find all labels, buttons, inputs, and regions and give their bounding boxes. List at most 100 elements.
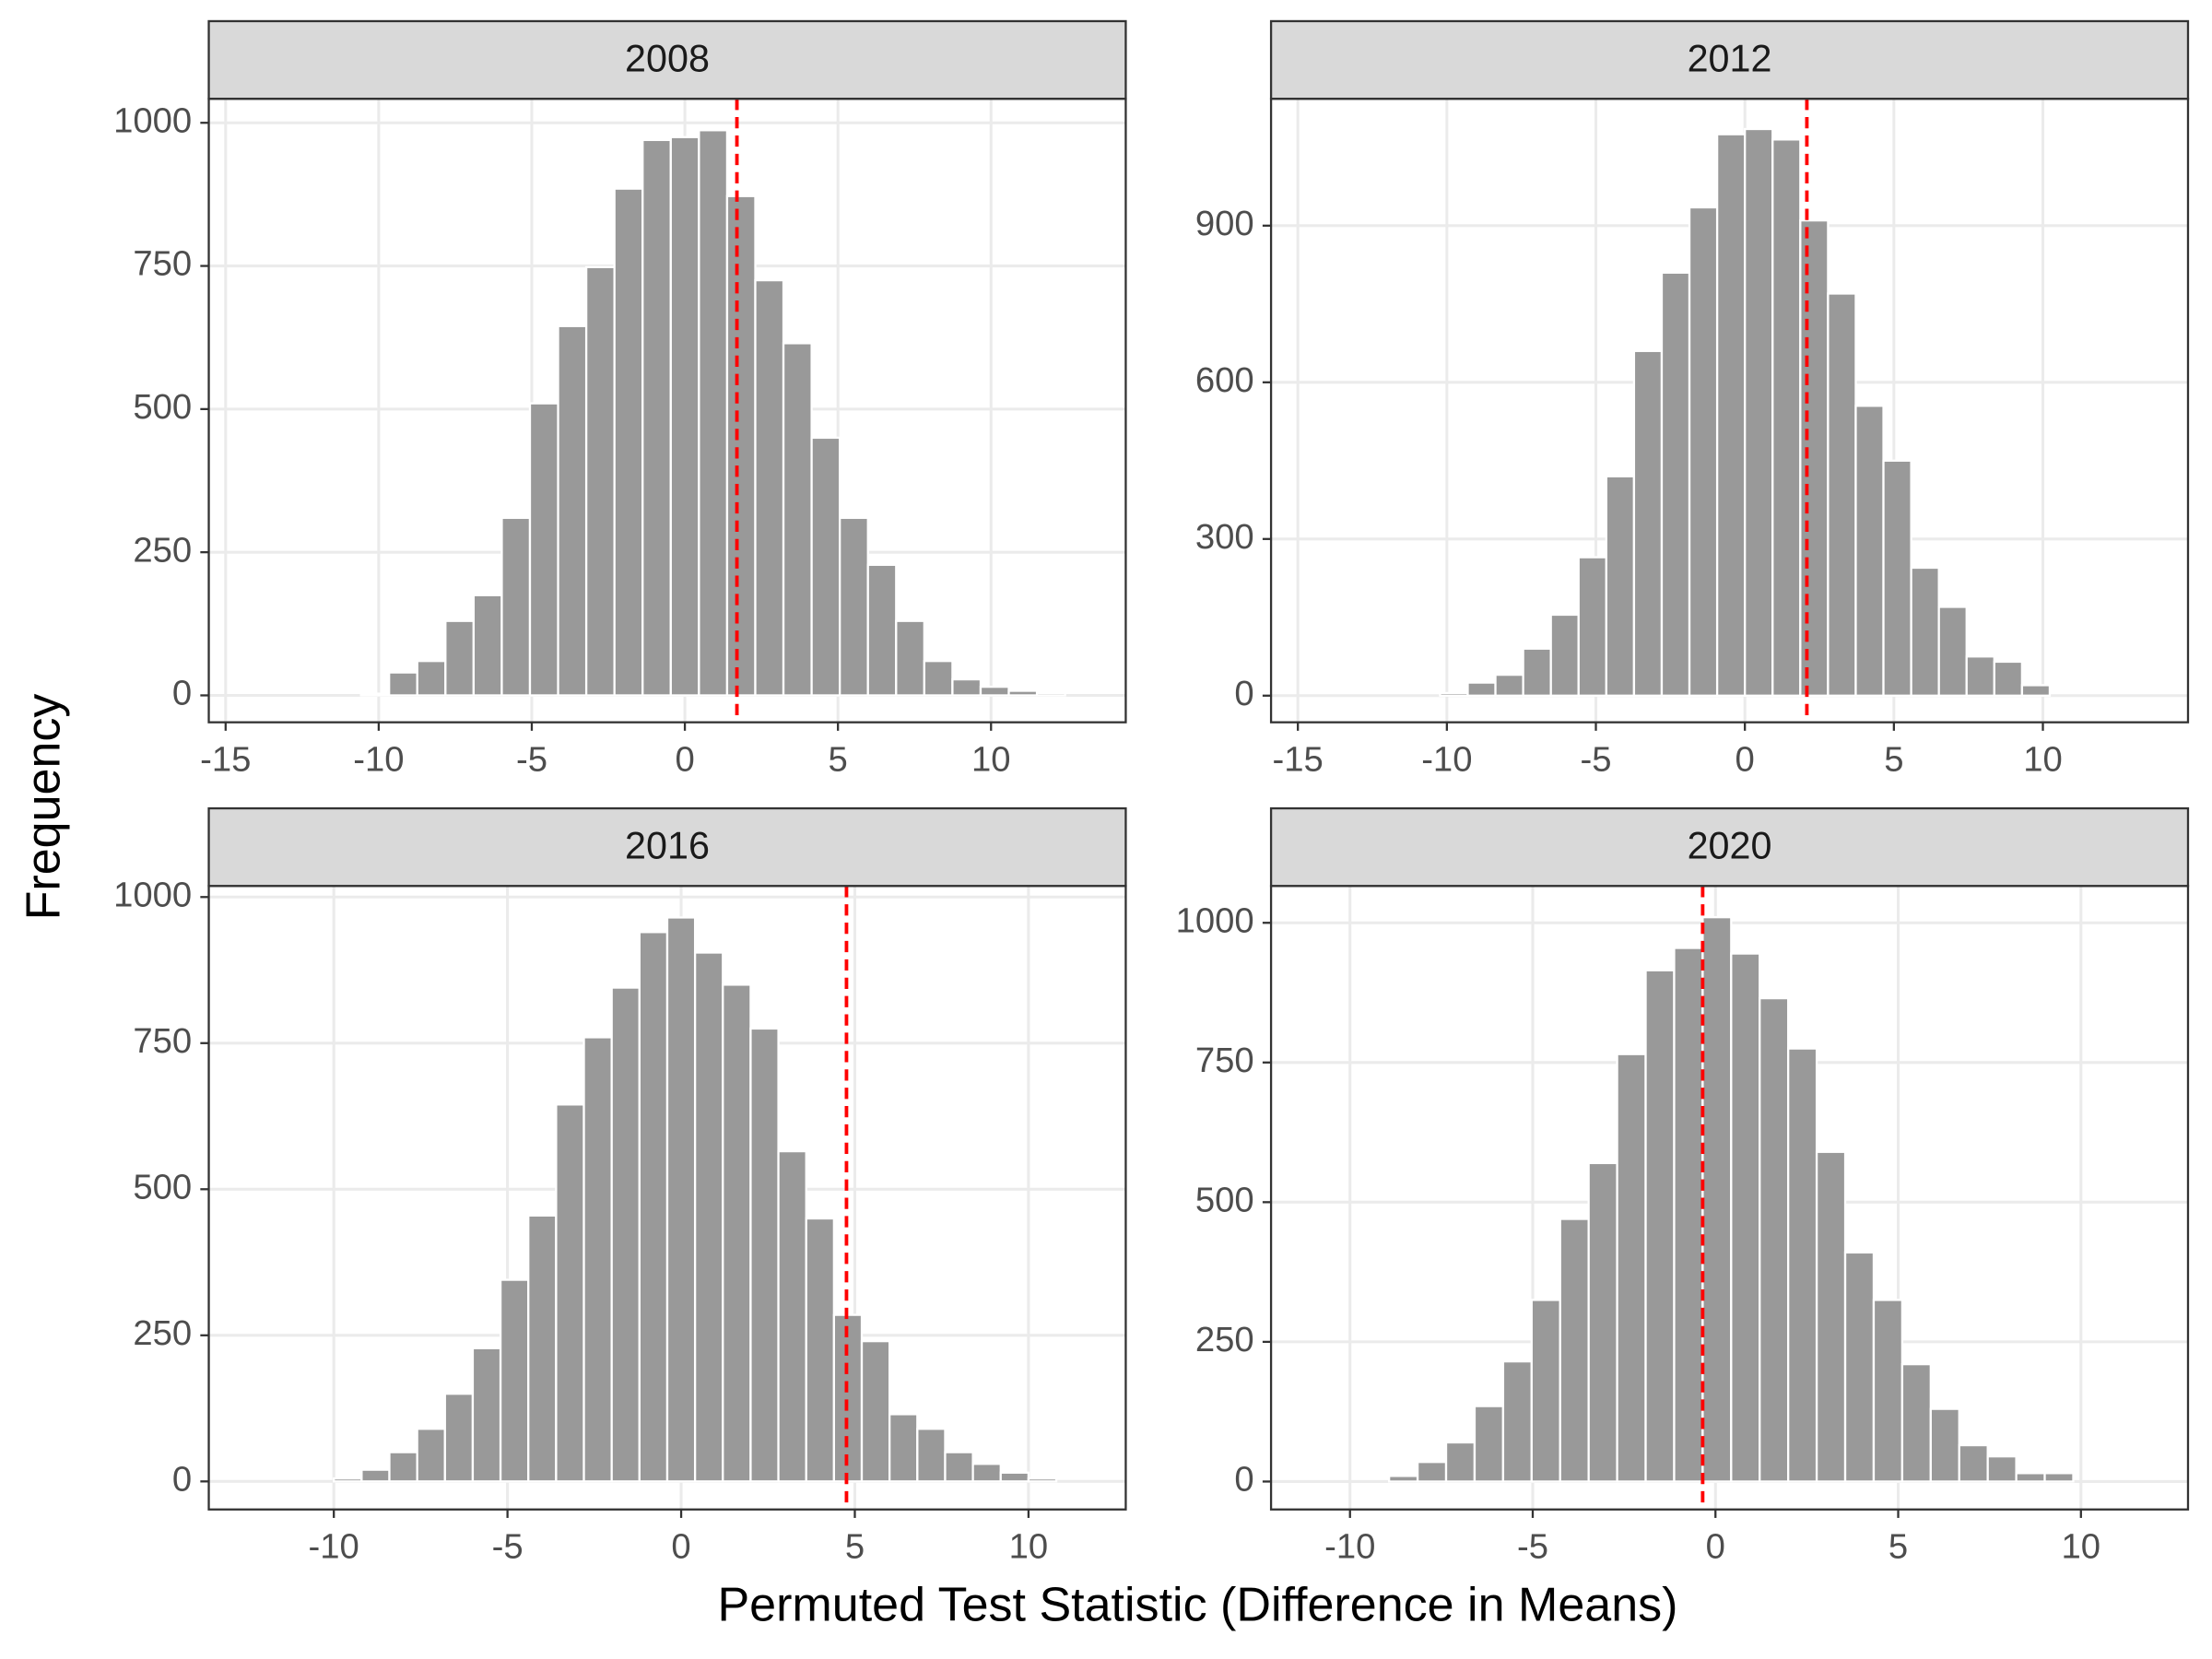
bar: [669, 135, 700, 697]
bar: [584, 265, 616, 697]
bar: [1965, 655, 1995, 697]
strip-label: 2016: [625, 825, 710, 867]
bar: [1759, 996, 1790, 1483]
bar: [698, 129, 729, 697]
bar: [1929, 1407, 1960, 1483]
bar: [944, 1451, 974, 1483]
bar: [443, 1393, 475, 1483]
bar: [1007, 689, 1039, 697]
bar: [333, 1477, 363, 1483]
bar: [638, 931, 669, 1483]
bar: [1632, 349, 1664, 697]
x-tick-label: -10: [1421, 740, 1472, 780]
bar: [895, 619, 925, 697]
bar: [754, 278, 785, 697]
y-tick-label: 250: [133, 1313, 192, 1353]
bar: [1843, 1251, 1876, 1483]
bar: [1388, 1475, 1419, 1483]
bar: [472, 594, 503, 697]
bar: [782, 342, 813, 697]
y-tick-label: 0: [172, 1459, 192, 1499]
bar: [1688, 206, 1719, 697]
x-tick-label: 5: [1884, 740, 1903, 780]
y-tick-label: 0: [1234, 1460, 1253, 1500]
bar: [971, 1463, 1002, 1483]
y-tick-label: 500: [1195, 1180, 1254, 1219]
bar: [1910, 566, 1940, 697]
bar: [2043, 1472, 2075, 1483]
bar: [359, 692, 391, 697]
y-axis-title: Frequency: [17, 694, 70, 921]
y-tick-label: 600: [1195, 360, 1254, 400]
bar: [1744, 127, 1774, 697]
y-tick-label: 0: [1234, 674, 1253, 713]
bar: [416, 660, 447, 697]
x-tick-label: -5: [516, 740, 547, 780]
bar: [582, 1036, 613, 1483]
x-tick-label: -10: [309, 1527, 359, 1567]
bar: [693, 951, 724, 1483]
x-tick-label: -5: [492, 1527, 524, 1567]
strip: [1269, 19, 2190, 100]
bar: [665, 916, 697, 1483]
bar: [1530, 1299, 1561, 1483]
x-tick-label: 0: [675, 740, 694, 780]
bar: [1787, 1047, 1818, 1483]
x-tick-label: 10: [2062, 1527, 2101, 1567]
bar: [1587, 1161, 1618, 1483]
bar: [613, 187, 644, 697]
bar: [527, 1214, 558, 1483]
bar: [916, 1428, 947, 1483]
bar: [1900, 1362, 1932, 1483]
x-tick-label: -15: [200, 740, 251, 780]
bar: [722, 983, 752, 1483]
strip: [207, 19, 1127, 100]
bar: [749, 1027, 780, 1483]
bar: [1559, 1218, 1590, 1483]
bar: [610, 986, 641, 1483]
bar: [979, 686, 1010, 697]
x-tick-label: -10: [1324, 1527, 1375, 1567]
y-tick-label: 750: [133, 1021, 192, 1061]
bar: [1958, 1443, 1989, 1483]
bar: [1444, 1441, 1477, 1483]
y-tick-label: 750: [133, 244, 192, 284]
bar: [471, 1347, 502, 1483]
y-tick-label: 750: [1195, 1041, 1254, 1080]
bar: [1799, 219, 1830, 697]
x-tick-label: 0: [671, 1527, 690, 1567]
bar: [499, 1278, 530, 1483]
bar: [1466, 681, 1497, 697]
bar: [1616, 1053, 1647, 1483]
strip-label: 2020: [1688, 825, 1772, 867]
bar: [888, 1413, 919, 1483]
bar: [1522, 647, 1552, 697]
x-tick-label: 0: [1706, 1527, 1725, 1567]
bar: [1605, 475, 1636, 697]
bar: [1673, 947, 1704, 1483]
bar: [923, 660, 954, 697]
x-tick-label: 0: [1735, 740, 1755, 780]
y-tick-label: 1000: [113, 875, 192, 914]
y-tick-label: 250: [1195, 1320, 1254, 1359]
bar: [528, 402, 559, 697]
bar: [388, 671, 418, 697]
x-tick-label: -5: [1517, 1527, 1548, 1567]
bar: [1494, 673, 1524, 697]
bar: [1771, 138, 1802, 697]
x-axis-title: Permuted Test Statistic (Difference in M…: [717, 1579, 1677, 1632]
bar: [1501, 1359, 1533, 1483]
bar: [1701, 916, 1733, 1483]
bar: [1854, 405, 1885, 697]
y-tick-label: 300: [1195, 517, 1254, 557]
bar: [725, 194, 757, 697]
bar: [1549, 613, 1580, 697]
bar: [444, 619, 476, 697]
y-tick-label: 900: [1195, 204, 1254, 243]
bar: [1937, 606, 1968, 697]
bar: [1439, 691, 1469, 697]
bar: [2020, 684, 2052, 697]
bar: [805, 1217, 836, 1483]
y-tick-label: 0: [172, 674, 192, 713]
